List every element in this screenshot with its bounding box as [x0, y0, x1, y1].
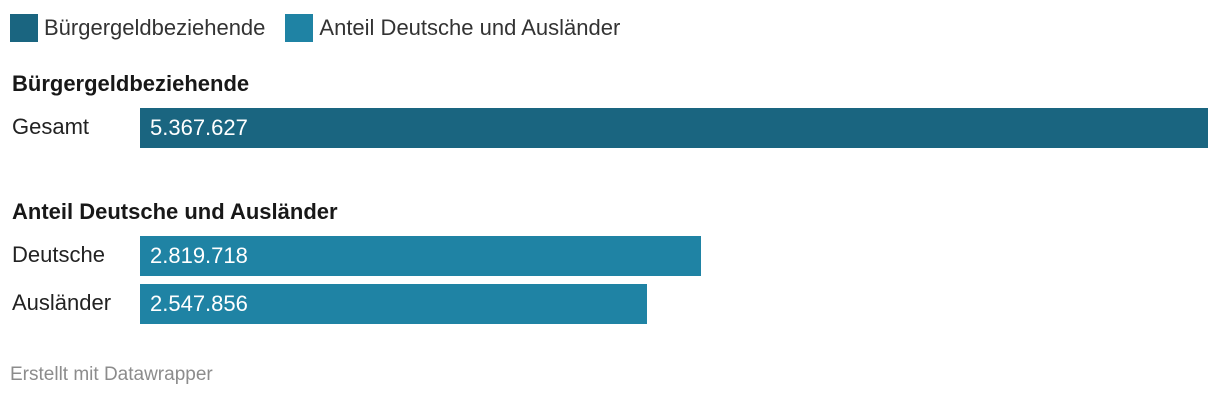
bar-value-gesamt: 5.367.627: [150, 115, 248, 140]
row-label-auslaender: Ausländer: [12, 290, 112, 315]
bar-gesamt: 5.367.627: [140, 108, 1208, 148]
legend-item-anteil: Anteil Deutsche und Ausländer: [285, 14, 620, 42]
row-label-gesamt: Gesamt: [12, 114, 90, 139]
legend-swatch-buergergeld: [10, 14, 38, 42]
legend-label-anteil: Anteil Deutsche und Ausländer: [319, 15, 621, 40]
bar-value-auslaender: 2.547.856: [150, 291, 248, 316]
bar-deutsche: 2.819.718: [140, 236, 701, 276]
row-label-deutsche: Deutsche: [12, 242, 105, 267]
chart-legend: Bürgergeldbeziehende Anteil Deutsche und…: [10, 13, 640, 43]
datawrapper-credit: Erstellt mit Datawrapper: [10, 364, 213, 385]
group-title-anteil: Anteil Deutsche und Ausländer: [12, 199, 338, 224]
bar-value-deutsche: 2.819.718: [150, 243, 248, 268]
legend-label-buergergeld: Bürgergeldbeziehende: [44, 15, 266, 40]
legend-swatch-anteil: [285, 14, 314, 42]
legend-item-buergergeld: Bürgergeldbeziehende: [10, 14, 265, 42]
group-title-buergergeld: Bürgergeldbeziehende: [12, 71, 250, 96]
bar-auslaender: 2.547.856: [140, 284, 647, 324]
